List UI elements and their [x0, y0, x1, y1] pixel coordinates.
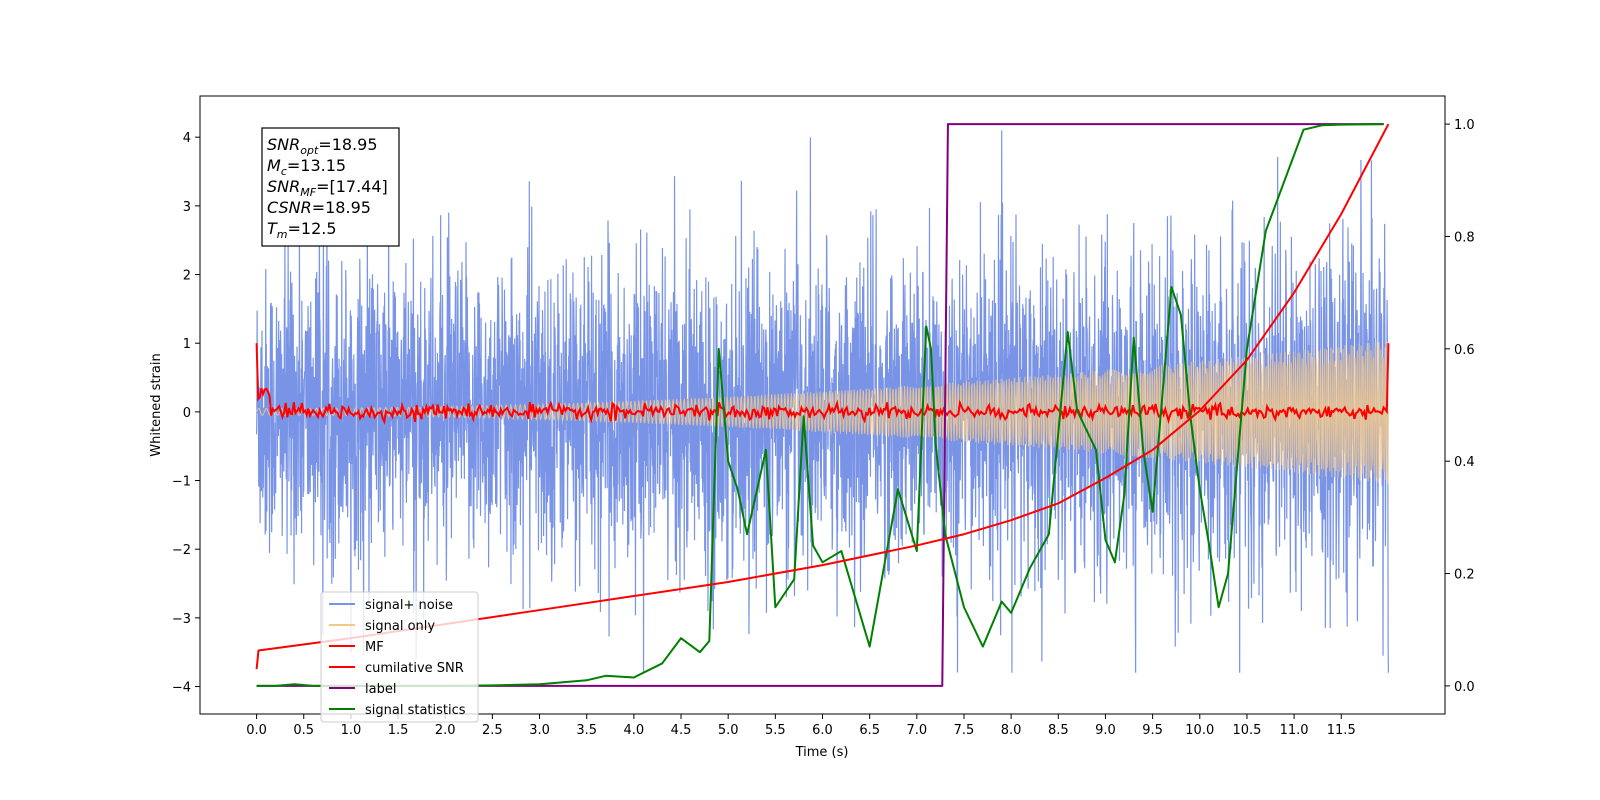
- y-right-tick-label: 0.0: [1454, 680, 1475, 695]
- annotation-symbol: SNR: [267, 177, 300, 196]
- annotation-line: SNRMF=[17.44]: [267, 177, 388, 199]
- x-tick-label: 6.5: [859, 723, 880, 738]
- annotation-value: =[17.44]: [316, 177, 388, 196]
- x-tick-label: 7.5: [954, 723, 975, 738]
- x-axis: 0.0 0.5 1.0 1.5 2.0 2.5 3.0 3.5 4.0 4.5 5.0 5.5 6.0 6…: [246, 714, 1356, 738]
- x-axis-label: Time (s): [795, 745, 849, 760]
- annotation-frame: [261, 127, 400, 247]
- x-tick-label: 3.0: [529, 723, 550, 738]
- x-tick-label: 0.0: [246, 723, 267, 738]
- y-right-tick-label: 1.0: [1454, 118, 1475, 133]
- y-right-tick-label: 0.8: [1454, 230, 1475, 245]
- x-tick-label: 4.5: [671, 723, 692, 738]
- annotation-value: =18.95: [312, 198, 371, 217]
- legend-label: label: [365, 682, 396, 697]
- y-axis-right: 0.0 0.2 0.4 0.6 0.8 1.0: [1445, 118, 1475, 695]
- y-right-tick-label: 0.4: [1454, 455, 1475, 470]
- annotation-line: CSNR=18.95: [267, 198, 371, 217]
- x-tick-label: 8.5: [1048, 723, 1069, 738]
- x-tick-label: 2.5: [482, 723, 503, 738]
- y-axis-label: Whitened strain: [149, 353, 164, 456]
- y-left-tick-label: 0: [183, 406, 191, 421]
- x-tick-label: 5.5: [765, 723, 786, 738]
- stats-annotation-box: SNRopt=18.95Mc=13.15SNRMF=[17.44]CSNR=18…: [261, 127, 400, 247]
- x-tick-label: 1.5: [388, 723, 409, 738]
- legend-label: MF: [365, 640, 384, 655]
- mf-series: [255, 343, 1390, 425]
- y-left-tick-label: −4: [172, 681, 191, 696]
- x-tick-label: 7.0: [906, 723, 927, 738]
- x-tick-label: 9.5: [1142, 723, 1163, 738]
- annotation-subscript: MF: [300, 186, 316, 199]
- x-tick-label: 11.0: [1280, 723, 1309, 738]
- annotation-value: =18.95: [318, 135, 377, 154]
- legend-frame: [320, 591, 479, 723]
- annotation-subscript: m: [277, 228, 288, 241]
- x-tick-label: 10.5: [1232, 723, 1261, 738]
- x-tick-label: 11.5: [1327, 723, 1356, 738]
- y-left-tick-label: 2: [183, 269, 191, 284]
- label-line: [256, 123, 1384, 687]
- y-left-tick-label: 3: [183, 200, 191, 215]
- signal-statistics-series: [256, 123, 1384, 687]
- mf-line: [255, 343, 1390, 425]
- y-right-tick-label: 0.6: [1454, 343, 1475, 358]
- annotation-line: Mc=13.15: [267, 156, 346, 178]
- x-tick-label: 6.0: [812, 723, 833, 738]
- label-series: [256, 123, 1384, 687]
- y-left-tick-label: 1: [183, 337, 191, 352]
- annotation-value: =13.15: [287, 156, 346, 175]
- annotation-subscript: c: [281, 165, 287, 178]
- x-tick-label: 5.0: [718, 723, 739, 738]
- x-tick-label: 9.0: [1095, 723, 1116, 738]
- x-tick-label: 4.0: [624, 723, 645, 738]
- x-tick-label: 0.5: [293, 723, 314, 738]
- legend-label: signal only: [365, 619, 435, 634]
- legend: signal+ noise signal only MF cumilative SNR…: [320, 591, 479, 723]
- annotation-symbol: CSNR: [267, 198, 312, 217]
- annotation-subscript: opt: [300, 144, 319, 157]
- x-tick-label: 1.0: [341, 723, 362, 738]
- legend-label: cumilative SNR: [365, 661, 464, 676]
- y-right-tick-label: 0.2: [1454, 568, 1475, 583]
- annotation-value: =12.5: [288, 219, 337, 238]
- annotation-symbol: M: [267, 156, 281, 175]
- x-tick-label: 10.0: [1185, 723, 1214, 738]
- legend-label: signal statistics: [365, 703, 466, 718]
- x-tick-label: 2.0: [435, 723, 456, 738]
- legend-label: signal+ noise: [365, 598, 453, 613]
- x-tick-label: 3.5: [576, 723, 597, 738]
- annotation-line: Tm=12.5: [267, 219, 337, 241]
- annotation-line: SNRopt=18.95: [267, 135, 378, 157]
- y-left-tick-label: −1: [172, 475, 191, 490]
- y-left-tick-label: −2: [172, 543, 191, 558]
- annotation-symbol: T: [267, 219, 278, 238]
- y-left-tick-label: 4: [183, 131, 191, 146]
- x-tick-label: 8.0: [1001, 723, 1022, 738]
- signal-statistics-line: [256, 123, 1384, 687]
- y-axis-left: −4 −3 −2 −1 0 1 2 3 4: [172, 131, 200, 696]
- y-left-tick-label: −3: [172, 612, 191, 627]
- annotation-symbol: SNR: [267, 135, 300, 154]
